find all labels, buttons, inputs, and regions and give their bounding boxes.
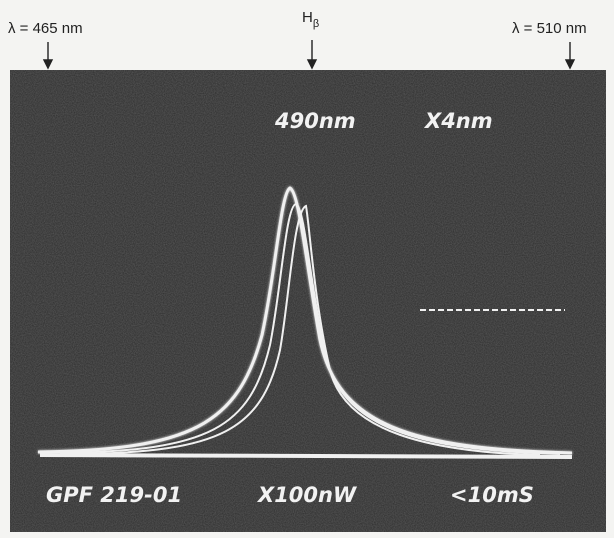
center-wavelength: 490nm — [274, 109, 356, 133]
scale: X100nW — [256, 483, 357, 507]
instrument-id: GPF 219-01 — [46, 483, 182, 507]
left-marker: λ = 465 nm — [8, 20, 83, 37]
right-marker: λ = 510 nm — [512, 20, 587, 37]
center-marker-subscript: β — [313, 18, 319, 30]
center-marker: Hβ — [302, 9, 319, 30]
time: <10mS — [450, 483, 534, 507]
arrows — [42, 40, 576, 70]
span: X4nm — [423, 109, 493, 133]
screen-noise — [10, 70, 606, 532]
spectrum-traces — [37, 186, 573, 459]
center-marker-main: H — [302, 9, 313, 26]
